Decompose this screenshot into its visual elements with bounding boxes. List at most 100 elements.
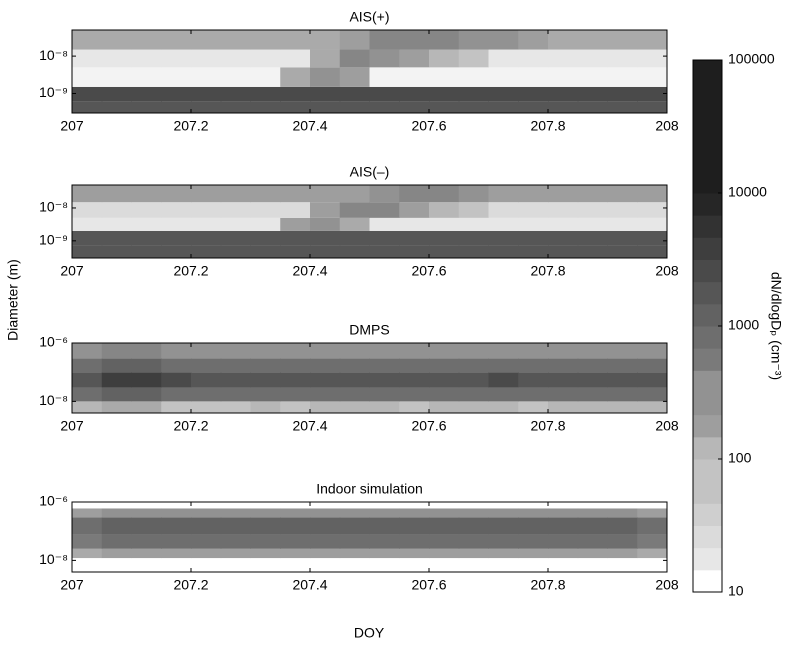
heatmap-cell <box>310 387 341 402</box>
colorbar-step <box>693 281 722 305</box>
heatmap-cell <box>488 534 519 549</box>
heatmap-cell <box>250 67 281 87</box>
heatmap-cell <box>131 67 162 87</box>
y-tick-label: 10⁻⁹ <box>39 232 68 248</box>
heatmap-cell <box>548 49 579 68</box>
heatmap-cell <box>458 517 489 535</box>
heatmap-cell <box>488 517 519 535</box>
heatmap-cell <box>399 67 430 87</box>
heatmap-cell <box>250 202 281 218</box>
heatmap-cell <box>577 230 608 246</box>
heatmap-cell <box>310 517 341 535</box>
heatmap-cell <box>72 517 103 535</box>
heatmap-cell <box>458 401 489 413</box>
heatmap-cell <box>429 401 460 413</box>
heatmap-cell <box>548 217 579 231</box>
heatmap-cell <box>191 101 222 113</box>
heatmap-cell <box>369 230 400 246</box>
plot-frame <box>71 342 668 414</box>
colorbar-tick-label: 100000 <box>728 51 775 67</box>
heatmap-cell <box>161 202 192 218</box>
heatmap-cell <box>637 185 667 203</box>
heatmap-cell <box>548 86 579 102</box>
heatmap-cell <box>607 217 638 231</box>
heatmap-cell <box>637 508 667 518</box>
x-tick-label: 207 <box>60 263 84 279</box>
heatmap-cell <box>280 67 311 87</box>
heatmap-cell <box>220 30 251 50</box>
heatmap-cell <box>577 245 608 258</box>
heatmap-cell <box>607 101 638 113</box>
heatmap-cell <box>339 372 370 388</box>
heatmap-cell <box>339 387 370 402</box>
heatmap-cell <box>72 245 103 258</box>
x-tick-label: 207 <box>60 577 84 593</box>
heatmap-cell <box>458 86 489 102</box>
plot-frame <box>71 184 668 259</box>
heatmap-cell <box>72 343 103 359</box>
heatmap-cell <box>399 245 430 258</box>
heatmap-cell <box>518 358 549 373</box>
heatmap-cell <box>250 49 281 68</box>
heatmap-cell <box>369 245 400 258</box>
colorbar-step <box>693 436 722 460</box>
heatmap-cell <box>310 358 341 373</box>
heatmap-cell <box>607 517 638 535</box>
heatmap-cell <box>548 372 579 388</box>
heatmap-cell <box>191 372 222 388</box>
heatmap-cell <box>577 534 608 549</box>
heatmap-cell <box>399 548 430 559</box>
heatmap-cell <box>310 230 341 246</box>
heatmap-cell <box>72 401 103 413</box>
heatmap-cell <box>131 230 162 246</box>
heatmap-cell <box>250 230 281 246</box>
heatmap-cell <box>637 49 667 68</box>
y-tick-label: 10⁻⁸ <box>39 199 68 215</box>
heatmap-cell <box>280 230 311 246</box>
heatmap-cell <box>399 230 430 246</box>
heatmap-cell <box>339 217 370 231</box>
heatmap-cell <box>161 230 192 246</box>
heatmap-cell <box>339 343 370 359</box>
heatmap-cell <box>548 230 579 246</box>
heatmap-cell <box>131 387 162 402</box>
heatmap-cell <box>191 534 222 549</box>
heatmap-cell <box>488 86 519 102</box>
x-tick-label: 207.2 <box>173 418 208 434</box>
heatmap-cell <box>429 517 460 535</box>
heatmap-cell <box>101 245 132 258</box>
heatmap-cell <box>250 217 281 231</box>
heatmap-cell <box>399 508 430 518</box>
heatmap-cell <box>429 202 460 218</box>
heatmap-cell <box>310 508 341 518</box>
heatmap-cell <box>458 101 489 113</box>
heatmap-cell <box>429 245 460 258</box>
heatmap-cell <box>131 202 162 218</box>
heatmap-cell <box>488 387 519 402</box>
heatmap-cell <box>518 387 549 402</box>
heatmap-cell <box>191 217 222 231</box>
y-tick-label: 10⁻⁸ <box>39 47 68 63</box>
heatmap-cell <box>518 548 549 559</box>
heatmap-cell <box>191 548 222 559</box>
heatmap-cell <box>548 534 579 549</box>
heatmap-cell <box>637 67 667 87</box>
heatmap-cell <box>458 185 489 203</box>
heatmap-cell <box>250 343 281 359</box>
colorbar-step <box>693 326 722 349</box>
colorbar-step <box>693 60 722 83</box>
heatmap-cell <box>191 508 222 518</box>
heatmap-cell <box>369 548 400 559</box>
heatmap-cell <box>458 508 489 518</box>
heatmap-cell <box>488 101 519 113</box>
heatmap-cell <box>310 372 341 388</box>
heatmap-cell <box>220 49 251 68</box>
heatmap-cell <box>131 548 162 559</box>
heatmap-cell <box>488 30 519 50</box>
heatmap-cell <box>607 508 638 518</box>
heatmap-cell <box>577 49 608 68</box>
heatmap-cell <box>518 517 549 535</box>
heatmap-cell <box>101 185 132 203</box>
heatmap-cell <box>369 217 400 231</box>
heatmap-cell <box>220 67 251 87</box>
